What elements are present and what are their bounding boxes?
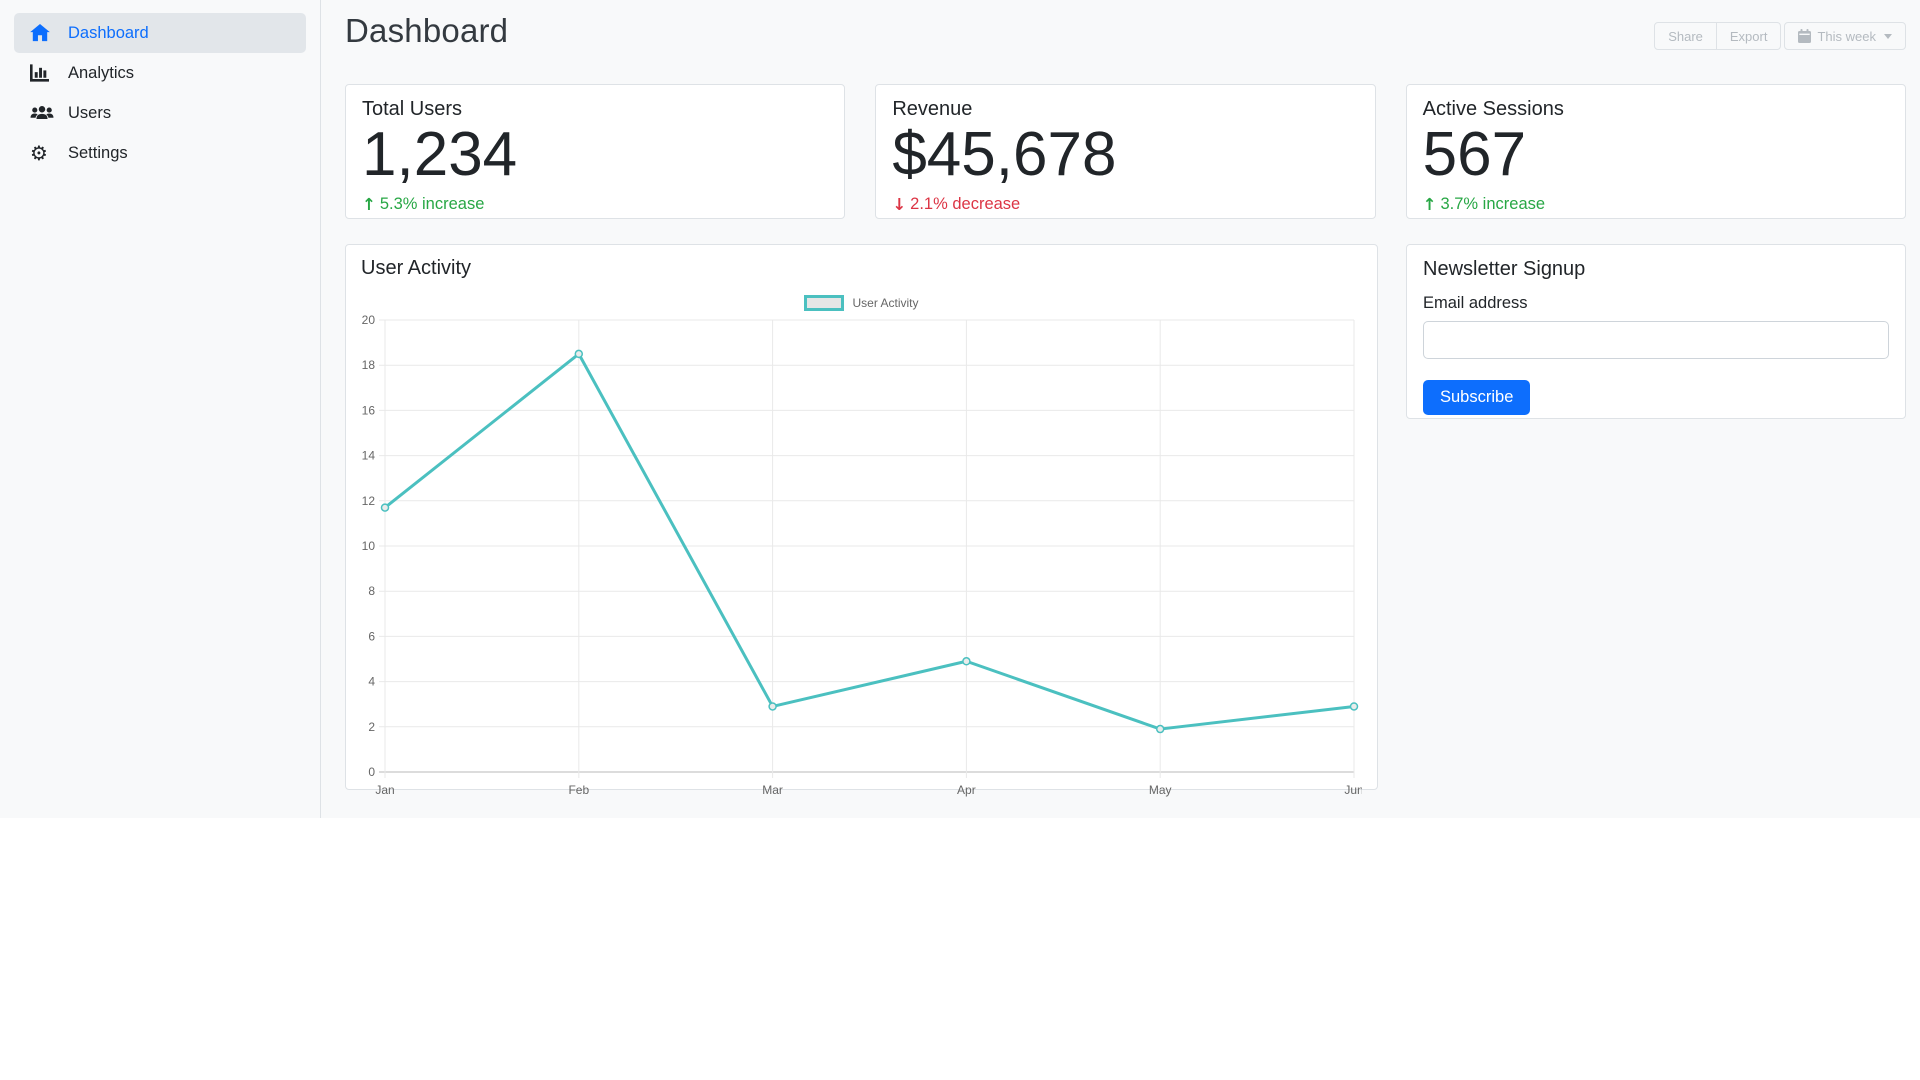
share-button[interactable]: Share [1654,22,1717,50]
home-icon [30,24,58,42]
sidebar-item-dashboard[interactable]: Dashboard [14,13,306,53]
svg-text:Mar: Mar [762,783,783,797]
svg-text:Apr: Apr [957,783,976,797]
header-toolbar: Share Export This week [1654,22,1906,50]
svg-text:Feb: Feb [568,783,589,797]
stat-card-active-sessions: Active Sessions 567 ↑ 3.7% increase [1405,84,1906,219]
sidebar-item-analytics[interactable]: Analytics [14,53,306,93]
svg-text:Jan: Jan [375,783,394,797]
chart-legend-item[interactable]: User Activity [361,294,1362,312]
sidebar: Dashboard Analytics [0,0,321,818]
legend-swatch [804,295,845,311]
svg-text:20: 20 [362,314,376,327]
period-label: This week [1817,28,1876,44]
stat-value: 567 [1422,120,1527,189]
sidebar-item-label: Dashboard [68,23,149,42]
email-label: Email address [1423,294,1528,312]
stat-label: Revenue [892,98,973,120]
sidebar-item-settings[interactable]: ⚙ Settings [14,133,306,173]
period-dropdown-button[interactable]: This week [1784,22,1906,50]
main-content: Dashboard Share Export This [321,0,1920,818]
stat-label: Total Users [362,98,463,120]
stat-card-revenue: Revenue $45,678 ↓ 2.1% decrease [875,84,1376,219]
user-activity-card: User Activity User Activity 0 2 4 6 8 10 12 14 1… [345,244,1378,797]
stat-card-total-users: Total Users 1,234 ↑ 5.3% increase [345,84,846,219]
svg-text:6: 6 [368,629,375,643]
sidebar-item-label: Settings [68,143,128,162]
share-export-button-group: Share Export [1654,22,1782,50]
legend-label: User Activity [852,296,919,310]
calendar-icon [1798,29,1812,43]
arrow-up-icon: ↑ [362,195,376,215]
arrow-down-icon: ↓ [892,195,907,215]
stats-row: Total Users 1,234 ↑ 5.3% increase Revenu… [345,84,1906,219]
stat-label: Active Sessions [1422,98,1564,120]
app-window: Dashboard Analytics [0,0,1920,818]
stat-value: 1,234 [362,120,518,189]
stat-trend: ↑ 5.3% increase [362,195,828,214]
page-title: Dashboard [345,12,509,49]
sidebar-item-label: Users [68,103,112,122]
user-activity-line-chart: 0 2 4 6 8 10 12 14 16 18 20 Jan Feb Mar Apr May Jun [362,314,1362,797]
svg-text:0: 0 [368,765,375,779]
sidebar-item-label: Analytics [68,63,135,82]
trend-text: 3.7% increase [1440,195,1546,214]
arrow-up-icon: ↑ [1422,195,1437,215]
users-icon [30,105,58,122]
newsletter-title: Newsletter Signup [1423,258,1586,280]
svg-text:2: 2 [368,720,375,734]
stat-trend: ↓ 2.1% decrease [892,195,1358,214]
svg-text:May: May [1149,783,1172,797]
page-header: Dashboard Share Export This [345,12,1906,70]
svg-text:Jun: Jun [1344,783,1362,797]
trend-text: 2.1% decrease [910,195,1021,214]
trend-text: 5.3% increase [379,195,485,214]
svg-text:18: 18 [362,358,376,372]
newsletter-card: Newsletter Signup Email address Subscrib… [1406,244,1906,419]
svg-text:4: 4 [368,675,375,689]
gear-icon: ⚙ [30,141,48,165]
subscribe-button[interactable]: Subscribe [1423,380,1531,415]
stat-value: $45,678 [892,120,1117,189]
stat-trend: ↑ 3.7% increase [1423,195,1889,214]
svg-text:8: 8 [368,584,375,598]
svg-text:14: 14 [362,449,376,463]
chart-title: User Activity [361,257,472,279]
bar-chart-icon [30,64,58,82]
email-field[interactable] [1423,321,1889,359]
export-button[interactable]: Export [1715,22,1782,50]
svg-text:16: 16 [362,403,376,417]
content-row: User Activity User Activity 0 2 4 6 8 10 12 14 1… [345,244,1906,797]
chevron-down-icon [1884,33,1892,39]
svg-text:10: 10 [362,539,376,553]
sidebar-item-users[interactable]: Users [14,93,306,133]
svg-text:12: 12 [362,494,376,508]
